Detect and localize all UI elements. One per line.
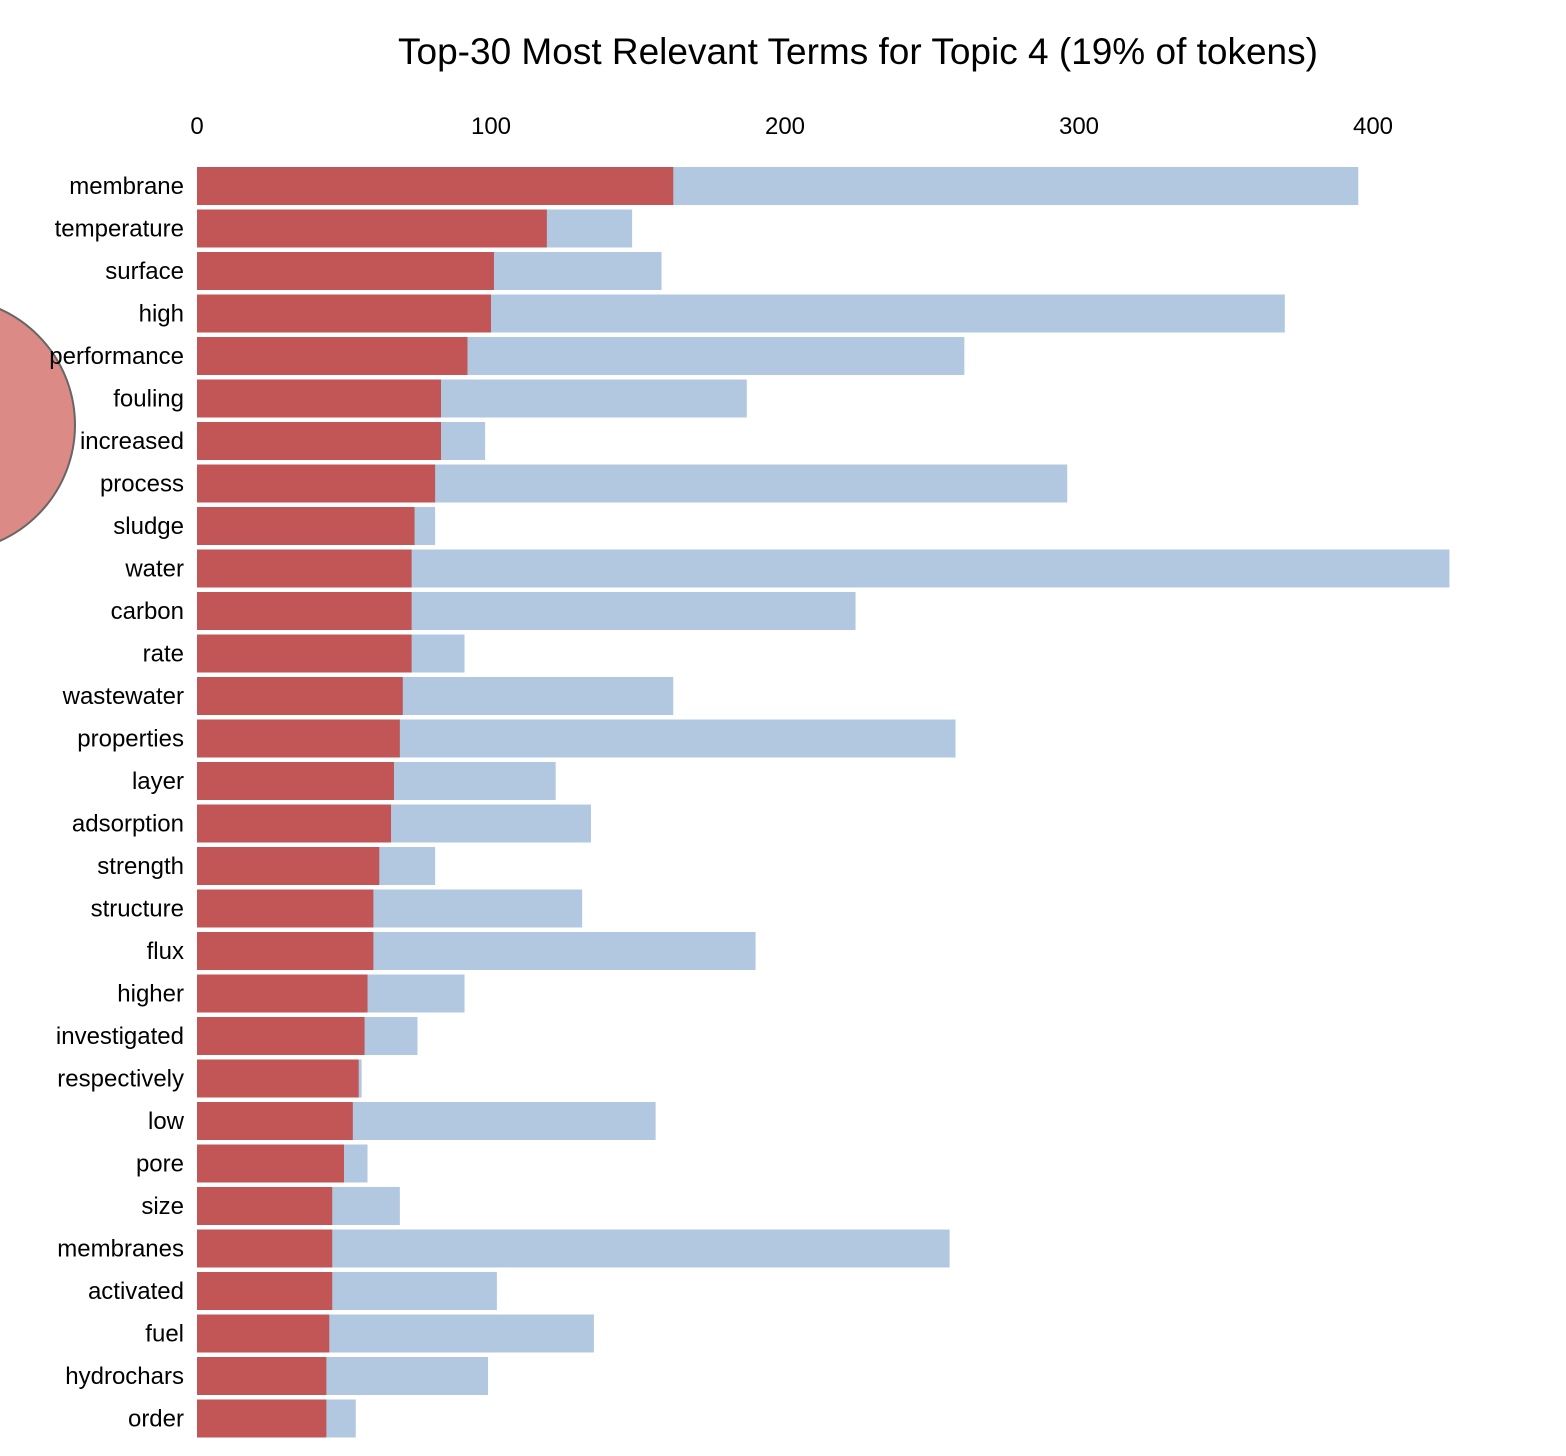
term-labels-group: membrane temperature surface high performanc… bbox=[49, 173, 184, 1433]
x-tick-label: 400 bbox=[1353, 113, 1393, 140]
term-label-increased[interactable]: increased bbox=[80, 428, 184, 455]
term-label-fuel[interactable]: fuel bbox=[145, 1321, 184, 1348]
topic-bar-flux[interactable] bbox=[197, 932, 374, 970]
topic-bar-size[interactable] bbox=[197, 1187, 333, 1225]
topic-bar-adsorption[interactable] bbox=[197, 804, 392, 843]
topic-bar-fuel[interactable] bbox=[197, 1314, 330, 1353]
topic-bar-performance[interactable] bbox=[197, 337, 468, 375]
topic-bar-membrane[interactable] bbox=[197, 167, 674, 205]
topic-bar-activated[interactable] bbox=[197, 1272, 333, 1310]
chart-title: Top-30 Most Relevant Terms for Topic 4 (… bbox=[398, 31, 1318, 72]
x-tick-label: 300 bbox=[1059, 113, 1099, 140]
term-label-rate[interactable]: rate bbox=[143, 641, 184, 668]
topic-bar-sludge[interactable] bbox=[197, 507, 415, 545]
topic-bar-rate[interactable] bbox=[197, 634, 412, 673]
topic-bar-membranes[interactable] bbox=[197, 1229, 333, 1268]
topic-bar-fouling[interactable] bbox=[197, 379, 442, 418]
term-label-carbon[interactable]: carbon bbox=[111, 598, 184, 625]
topic-bar-higher[interactable] bbox=[197, 974, 368, 1013]
topic-bar-increased[interactable] bbox=[197, 422, 442, 460]
topic-bar-process[interactable] bbox=[197, 464, 436, 503]
term-label-respectively[interactable]: respectively bbox=[57, 1066, 184, 1093]
term-label-hydrochars[interactable]: hydrochars bbox=[65, 1363, 184, 1390]
topic-bar-high[interactable] bbox=[197, 294, 491, 333]
term-label-water[interactable]: water bbox=[124, 556, 184, 583]
term-label-membranes[interactable]: membranes bbox=[57, 1236, 184, 1263]
term-label-properties[interactable]: properties bbox=[77, 726, 184, 753]
term-label-process[interactable]: process bbox=[100, 471, 184, 498]
term-label-pore[interactable]: pore bbox=[136, 1151, 184, 1178]
topic-bar-properties[interactable] bbox=[197, 719, 400, 758]
term-label-membrane[interactable]: membrane bbox=[69, 173, 184, 200]
term-label-size[interactable]: size bbox=[141, 1193, 184, 1220]
term-label-wastewater[interactable]: wastewater bbox=[62, 683, 184, 710]
term-label-performance[interactable]: performance bbox=[49, 343, 184, 370]
topic-bar-strength[interactable] bbox=[197, 847, 380, 885]
topic-bar-low[interactable] bbox=[197, 1102, 353, 1140]
topic-bar-temperature[interactable] bbox=[197, 209, 547, 248]
term-label-high[interactable]: high bbox=[139, 301, 184, 328]
term-label-activated[interactable]: activated bbox=[88, 1278, 184, 1305]
term-label-fouling[interactable]: fouling bbox=[113, 386, 184, 413]
topic-bar-layer[interactable] bbox=[197, 762, 394, 800]
term-label-surface[interactable]: surface bbox=[105, 258, 184, 285]
term-label-low[interactable]: low bbox=[148, 1108, 185, 1135]
term-label-temperature[interactable]: temperature bbox=[55, 216, 184, 243]
topic-bar-pore[interactable] bbox=[197, 1144, 344, 1183]
term-label-structure[interactable]: structure bbox=[91, 896, 184, 923]
term-label-adsorption[interactable]: adsorption bbox=[72, 811, 184, 838]
term-label-higher[interactable]: higher bbox=[117, 981, 184, 1008]
topic-bar-wastewater[interactable] bbox=[197, 677, 403, 715]
topic-bar-order[interactable] bbox=[197, 1399, 327, 1438]
term-label-strength[interactable]: strength bbox=[97, 853, 184, 880]
x-tick-label: 100 bbox=[471, 113, 511, 140]
topic-bar-water[interactable] bbox=[197, 549, 412, 588]
term-label-investigated[interactable]: investigated bbox=[56, 1023, 184, 1050]
topic-bar-carbon[interactable] bbox=[197, 592, 412, 630]
topic-bar-surface[interactable] bbox=[197, 252, 494, 290]
topic-bar-structure[interactable] bbox=[197, 889, 374, 928]
topic-bar-investigated[interactable] bbox=[197, 1017, 365, 1055]
topic-bar-respectively[interactable] bbox=[197, 1059, 359, 1098]
term-label-layer[interactable]: layer bbox=[132, 768, 184, 795]
term-label-flux[interactable]: flux bbox=[147, 938, 184, 965]
topic-circle[interactable] bbox=[0, 298, 76, 552]
x-axis: 0 100 200 300 400 bbox=[190, 113, 1393, 140]
term-label-sludge[interactable]: sludge bbox=[113, 513, 184, 540]
term-label-order[interactable]: order bbox=[128, 1406, 184, 1433]
bars-group bbox=[197, 167, 1450, 1438]
topic-bar-hydrochars[interactable] bbox=[197, 1357, 327, 1395]
x-tick-label: 200 bbox=[765, 113, 805, 140]
x-tick-label: 0 bbox=[190, 113, 203, 140]
